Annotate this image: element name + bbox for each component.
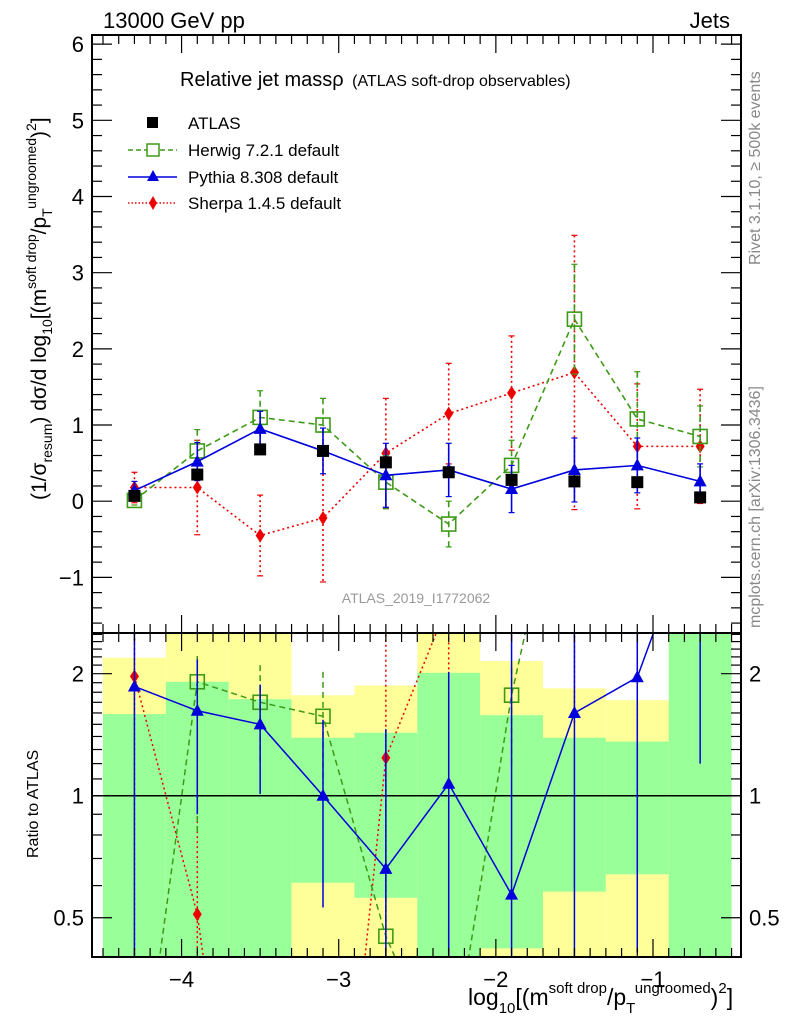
- ratio-y-tick-label-right: 1: [749, 784, 761, 809]
- herwig-marker-icon: [146, 143, 160, 157]
- sherpa-marker-icon: [149, 196, 157, 210]
- series-sherpa: [129, 234, 705, 583]
- y-tick-label: 3: [72, 261, 84, 286]
- ratio-y-tick-label-right: 2: [749, 662, 761, 687]
- y-tick-label: 1: [72, 413, 84, 438]
- data-point-pythia: [253, 421, 267, 434]
- rivet-version-label: Rivet 3.1.10, ≥ 500k events: [747, 71, 764, 265]
- pythia-marker-icon: [147, 170, 159, 181]
- data-point-atlas: [379, 456, 392, 469]
- y-tick-label: 4: [72, 184, 84, 209]
- legend-item-atlas: ATLAS: [147, 114, 241, 133]
- ratio-y-tick-label: 2: [72, 662, 84, 687]
- series-line-herwig: [133, 317, 701, 526]
- ratio-series-pythia: [127, 634, 701, 956]
- data-point-herwig: [566, 311, 583, 327]
- ratio-y-tick-label-right: 0.5: [749, 906, 780, 931]
- plot-title-main: Relative jet massρ: [180, 69, 344, 91]
- data-point-pythia: [630, 458, 644, 471]
- ratio-point-sherpa: [192, 907, 202, 922]
- ratio-y-axis-label: Ratio to ATLAS: [25, 750, 42, 858]
- data-point-pythia: [505, 482, 519, 495]
- legend-item-sherpa: Sherpa 1.4.5 default: [128, 194, 341, 213]
- main-series-layer: [126, 234, 708, 583]
- ratio-point-pythia: [505, 887, 519, 900]
- x-tick-label: −1: [640, 967, 665, 992]
- data-point-sherpa: [318, 510, 328, 525]
- data-point-atlas: [254, 443, 267, 456]
- ratio-point-pythia: [442, 776, 456, 789]
- ratio-plot-frame: [91, 632, 742, 958]
- ratio-line-pythia: [134, 634, 654, 897]
- legend-label: Herwig 7.2.1 default: [188, 141, 339, 160]
- legend-label: Sherpa 1.4.5 default: [188, 194, 341, 213]
- series-line-sherpa: [134, 371, 701, 537]
- data-point-sherpa: [507, 386, 517, 401]
- atlas-marker-icon: [147, 117, 158, 128]
- series-atlas: [128, 443, 707, 504]
- data-point-atlas: [191, 468, 204, 481]
- data-point-herwig: [629, 411, 646, 427]
- data-point-sherpa: [255, 528, 265, 543]
- plot-title: Relative jet massρ (ATLAS soft-drop obse…: [180, 69, 571, 91]
- ratio-point-herwig: [630, 532, 644, 546]
- ratio-point-pythia: [379, 861, 393, 874]
- ratio-point-pythia: [316, 788, 330, 801]
- y-tick-label: 0: [72, 489, 84, 514]
- y-tick-label: 5: [72, 108, 84, 133]
- y-tick-label: 2: [72, 337, 84, 362]
- ratio-point-sherpa: [696, 324, 705, 338]
- y-tick-label: −1: [59, 565, 84, 590]
- legend-label: Pythia 8.308 default: [188, 168, 339, 187]
- ratio-y-tick-label: 0.5: [53, 906, 84, 931]
- x-tick-label: −2: [483, 967, 508, 992]
- data-point-atlas: [317, 444, 329, 457]
- ratio-point-pythia: [127, 679, 141, 692]
- series-line-pythia: [134, 427, 701, 492]
- data-point-sherpa: [444, 406, 454, 421]
- data-point-pythia: [190, 454, 204, 467]
- legend-item-herwig: Herwig 7.2.1 default: [128, 141, 339, 160]
- ratio-point-pythia: [190, 703, 204, 716]
- series-herwig: [126, 263, 708, 548]
- ratio-point-pythia: [567, 705, 581, 718]
- axis-ticks: −4 −3 −2 −1 −1 0 1 2 3 4 5 6 0.5 0.5 1 1 2 2: [53, 32, 779, 992]
- data-point-atlas: [568, 475, 581, 488]
- legend: ATLAS Herwig 7.2.1 default Pythia 8.308 …: [128, 114, 341, 213]
- ratio-point-sherpa: [633, 601, 642, 615]
- ratio-point-herwig: [693, 290, 707, 304]
- data-point-atlas: [442, 466, 455, 479]
- header-process-label: Jets: [690, 8, 730, 33]
- data-point-atlas: [631, 476, 644, 489]
- data-point-herwig: [440, 516, 457, 532]
- ratio-point-pythia: [630, 670, 644, 683]
- header-energy-label: 13000 GeV pp: [103, 8, 245, 33]
- legend-item-pythia: Pythia 8.308 default: [128, 168, 339, 187]
- series-pythia: [127, 410, 707, 514]
- data-point-pythia: [567, 462, 581, 475]
- data-point-atlas: [505, 473, 518, 486]
- plot-title-sub: (ATLAS soft-drop observables): [352, 73, 570, 90]
- mcplots-label: mcplots.cern.ch [arXiv:1306.3436]: [747, 386, 764, 628]
- analysis-id-label: ATLAS_2019_I1772062: [342, 590, 491, 606]
- ratio-point-pythia: [253, 717, 267, 730]
- y-tick-label: 6: [72, 32, 84, 57]
- y-axis-label-text: (1/σresum) dσ/d log10[(msoft drop/pTungr…: [23, 117, 55, 500]
- data-point-atlas: [694, 491, 707, 504]
- data-point-sherpa: [192, 480, 202, 495]
- ratio-y-tick-label: 1: [72, 784, 84, 809]
- data-point-atlas: [128, 489, 141, 502]
- x-tick-label: −3: [326, 967, 351, 992]
- legend-label: ATLAS: [188, 114, 241, 133]
- data-point-pythia: [379, 468, 393, 481]
- main-y-axis-label: (1/σresum) dσ/d log10[(msoft drop/pTungr…: [23, 117, 55, 500]
- data-point-pythia: [693, 474, 707, 487]
- ratio-series-layer: [127, 290, 707, 956]
- ratio-point-herwig: [567, 402, 581, 416]
- data-point-sherpa: [569, 365, 579, 380]
- data-point-herwig: [692, 428, 708, 445]
- x-tick-label: −4: [169, 967, 194, 992]
